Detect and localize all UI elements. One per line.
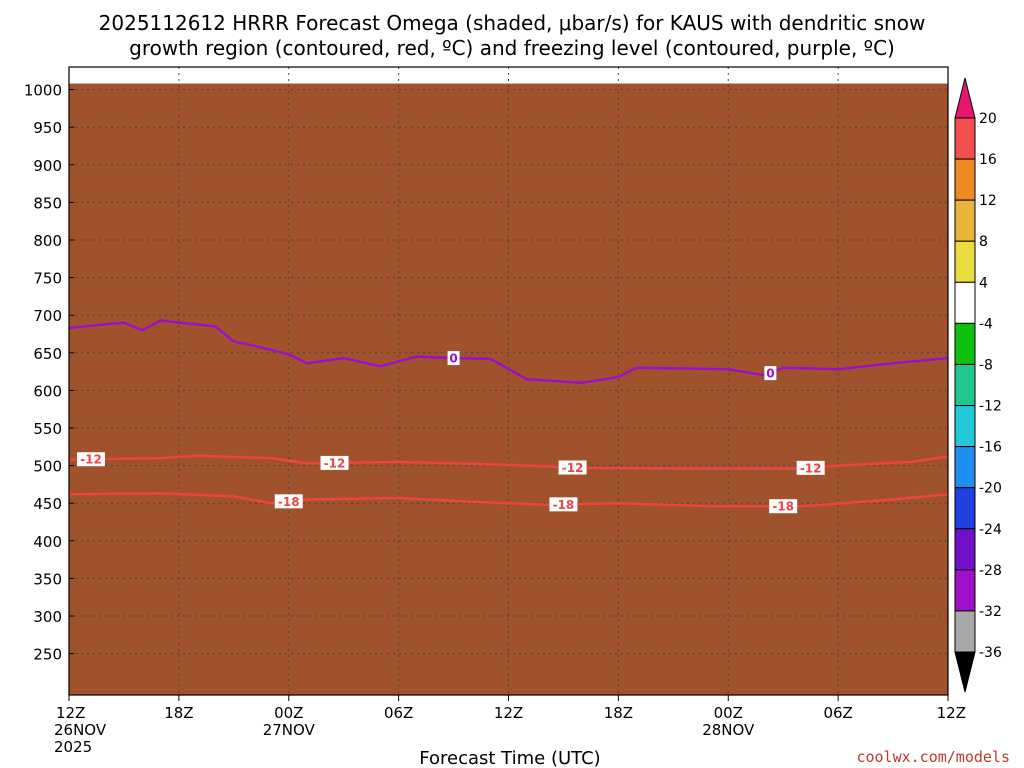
y-tick-label-600: 600 (33, 382, 62, 400)
colorbar-label-10: -24 (979, 522, 1002, 538)
contour-label-bg (764, 366, 777, 381)
y-axis-ticks: 250 300 350 400 450 500 550 600 650 700 750 800 850 9… (24, 82, 74, 664)
y-tick-label-350: 350 (33, 570, 62, 588)
colorbar-segment-6 (954, 322, 976, 365)
colorbar-label-12: -32 (979, 604, 1002, 620)
contour-label--12: -12 (562, 461, 584, 475)
contour-line--12 (69, 454, 948, 470)
contour-label--18: -18 (772, 500, 794, 514)
contour-label--18: -18 (278, 495, 300, 509)
contour-label--12: -12 (800, 461, 822, 475)
contour-label-0: 0 (449, 352, 457, 366)
colorbar-segment-12 (954, 569, 976, 612)
x-axis-label: Forecast Time (UTC) (419, 748, 600, 768)
contour-label-bg (769, 499, 798, 514)
colorbar-segment-2 (954, 158, 976, 201)
x-tick-date-0: 26NOV (54, 721, 107, 739)
colorbar-top-triangle (954, 77, 976, 119)
contour-line--18 (69, 492, 948, 508)
chart-title-line1: 2025112612 HRRR Forecast Omega (shaded, … (99, 11, 926, 35)
colorbar-label-8: -16 (979, 440, 1002, 456)
y-tick-label-1000: 1000 (24, 82, 62, 100)
colorbar-segment-1 (954, 117, 976, 160)
colorbar-segment-8 (954, 405, 976, 448)
colorbar-label-4: 4 (979, 275, 988, 291)
x-tick-label-0: 12Z (56, 704, 85, 722)
contour-label-0: 0 (766, 367, 774, 381)
y-tick-label-450: 450 (33, 495, 62, 513)
contour-label-bg (558, 460, 587, 475)
contour-label-bg (796, 460, 825, 475)
colorbar-label-7: -12 (979, 399, 1002, 415)
x-tick-date-2: 27NOV (263, 721, 316, 739)
y-tick-label-900: 900 (33, 157, 62, 175)
colorbar-segment-10 (954, 487, 976, 530)
colorbar-label-13: -36 (979, 645, 1002, 661)
colorbar-segment-3 (954, 199, 976, 242)
colorbar-label-2: 12 (979, 193, 997, 209)
plot-inner: -18 -18 -18 -12 -12 -12 -12 0 0 (69, 67, 948, 695)
x-tick-label-2: 00Z (274, 704, 303, 722)
colorbar-segment-13 (954, 610, 976, 653)
y-tick-label-950: 950 (33, 119, 62, 137)
y-tick-label-250: 250 (33, 646, 62, 664)
contour-label--12: -12 (80, 453, 102, 467)
x-tick-date-6: 28NOV (702, 721, 755, 739)
contour-label-bg (320, 455, 349, 470)
colorbar-label-3: 8 (979, 234, 988, 250)
plot-area: -18 -18 -18 -12 -12 -12 -12 0 0 (68, 66, 949, 696)
y-tick-label-500: 500 (33, 458, 62, 476)
contour-label-bg (447, 351, 460, 366)
y-tick-label-750: 750 (33, 270, 62, 288)
colorbar-label-1: 16 (979, 152, 997, 168)
y-tick-label-550: 550 (33, 420, 62, 438)
colorbar-label-0: 20 (979, 111, 997, 127)
x-tick-label-8: 12Z (937, 704, 966, 722)
x-tick-label-7: 06Z (823, 704, 852, 722)
colorbar-label-9: -20 (979, 481, 1002, 497)
contour-label-bg (76, 452, 105, 467)
colorbar-segment-9 (954, 446, 976, 489)
x-tick-label-4: 12Z (494, 704, 523, 722)
y-tick-label-800: 800 (33, 232, 62, 250)
colorbar-label-5: -4 (979, 316, 993, 332)
y-tick-label-650: 650 (33, 345, 62, 363)
contour-label--18: -18 (553, 498, 575, 512)
colorbar-bottom-triangle (954, 651, 976, 693)
y-tick-label-700: 700 (33, 307, 62, 325)
x-tick-label-1: 18Z (164, 704, 193, 722)
ground-surface (69, 83, 948, 695)
y-tick-label-300: 300 (33, 608, 62, 626)
x-tick-year-0: 2025 (54, 738, 92, 756)
colorbar: 20 16 12 8 4 -4 -8 -12 -16 -20 -24 -28 -32 -36 (954, 77, 1002, 693)
chart-title-line2: growth region (contoured, red, ºC) and f… (129, 36, 895, 60)
y-tick-label-400: 400 (33, 533, 62, 551)
colorbar-segment-7 (954, 363, 976, 407)
x-tick-label-5: 18Z (604, 704, 633, 722)
colorbar-label-6: -8 (979, 357, 993, 373)
contour-label-bg (274, 494, 303, 509)
colorbar-segment-11 (954, 528, 976, 571)
contour-label-bg (549, 497, 578, 512)
credit-text: coolwx.com/models (856, 748, 1010, 766)
x-tick-label-6: 00Z (714, 704, 743, 722)
colorbar-label-11: -28 (979, 563, 1002, 579)
x-tick-label-3: 06Z (384, 704, 413, 722)
colorbar-segment-5 (954, 281, 976, 324)
y-tick-label-850: 850 (33, 194, 62, 212)
contour-label--12: -12 (324, 456, 346, 470)
colorbar-segment-4 (954, 240, 976, 283)
